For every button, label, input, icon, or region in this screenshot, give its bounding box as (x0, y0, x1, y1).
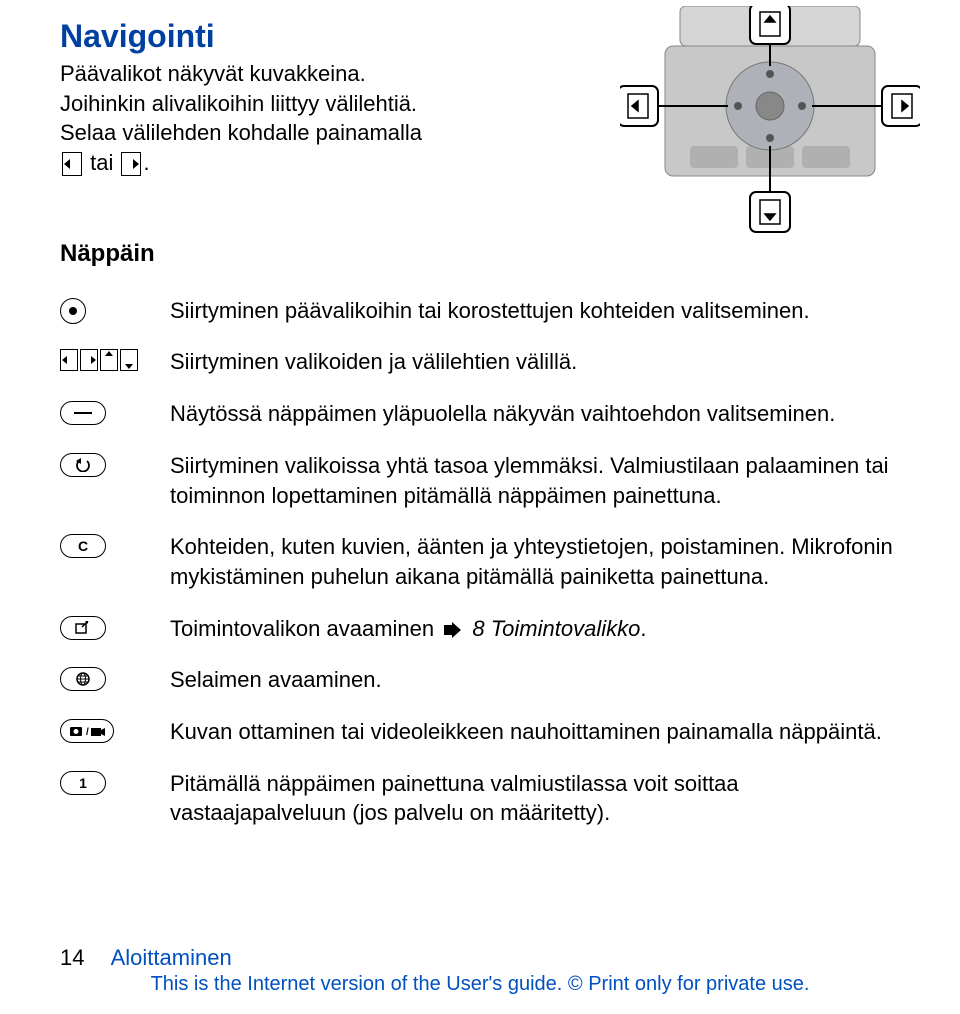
svg-text:/: / (86, 727, 89, 738)
chapter-name: Aloittaminen (111, 945, 232, 970)
intro-text-b: tai (90, 150, 119, 175)
row-desc: Kuvan ottaminen tai videoleikkeen nauhoi… (170, 717, 900, 747)
table-row: C Kohteiden, kuten kuvien, äänten ja yht… (60, 532, 900, 591)
section-label: Näppäin (60, 240, 900, 268)
table-row: Siirtyminen valikoissa yhtä tasoa ylemmä… (60, 451, 900, 510)
nav-left-icon (62, 152, 82, 176)
key-one-icon: 1 (60, 769, 170, 795)
desc-text-a: Toimintovalikon avaaminen (170, 616, 440, 641)
intro-line-3: Selaa välilehden kohdalle painamalla tai… (60, 118, 580, 177)
desc-text-b: 8 Toimintovalikko (472, 616, 640, 641)
intro-text-a: Selaa välilehden kohdalle painamalla (60, 120, 422, 145)
table-row: 1 Pitämällä näppäimen painettuna valmius… (60, 769, 900, 828)
key-dpad-icons (60, 347, 170, 371)
row-desc: Selaimen avaaminen. (170, 665, 900, 695)
table-row: Selaimen avaaminen. (60, 665, 900, 695)
row-desc: Näytössä näppäimen yläpuolella näkyvän v… (170, 399, 900, 429)
key-camera-icon: / (60, 717, 170, 743)
table-row: Siirtyminen valikoiden ja välilehtien vä… (60, 347, 900, 377)
row-desc: Siirtyminen valikoiden ja välilehtien vä… (170, 347, 900, 377)
table-row: Näytössä näppäimen yläpuolella näkyvän v… (60, 399, 900, 429)
device-illustration (620, 6, 920, 236)
row-desc: Siirtyminen valikoissa yhtä tasoa ylemmä… (170, 451, 900, 510)
intro-paragraph: Päävalikot näkyvät kuvakkeina. Joihinkin… (60, 59, 580, 178)
table-row: / Kuvan ottaminen tai videoleikkeen nauh… (60, 717, 900, 747)
page-footer: 14 Aloittaminen This is the Internet ver… (0, 945, 960, 996)
row-desc: Pitämällä näppäimen painettuna valmiusti… (170, 769, 900, 828)
key-activity-icon (60, 614, 170, 640)
table-row: Toimintovalikon avaaminen 8 Toimintovali… (60, 614, 900, 644)
arrow-right-icon (444, 622, 462, 638)
intro-text-c: . (143, 150, 149, 175)
row-desc: Toimintovalikon avaaminen 8 Toimintovali… (170, 614, 900, 644)
row-desc: Kohteiden, kuten kuvien, äänten ja yhtey… (170, 532, 900, 591)
intro-line-2: Joihinkin alivalikoihin liittyy välileht… (60, 89, 580, 119)
key-browser-icon (60, 665, 170, 691)
desc-text-c: . (640, 616, 646, 641)
intro-line-1: Päävalikot näkyvät kuvakkeina. (60, 59, 580, 89)
key-table: Siirtyminen päävalikoihin tai korostettu… (60, 296, 900, 828)
key-softkey-icon (60, 399, 170, 425)
key-select-icon (60, 296, 170, 324)
footer-notice: This is the Internet version of the User… (60, 973, 900, 996)
page-number: 14 (60, 945, 84, 970)
row-desc: Siirtyminen päävalikoihin tai korostettu… (170, 296, 900, 326)
key-back-icon (60, 451, 170, 477)
nav-right-icon (121, 152, 141, 176)
table-row: Siirtyminen päävalikoihin tai korostettu… (60, 296, 900, 326)
key-clear-icon: C (60, 532, 170, 558)
